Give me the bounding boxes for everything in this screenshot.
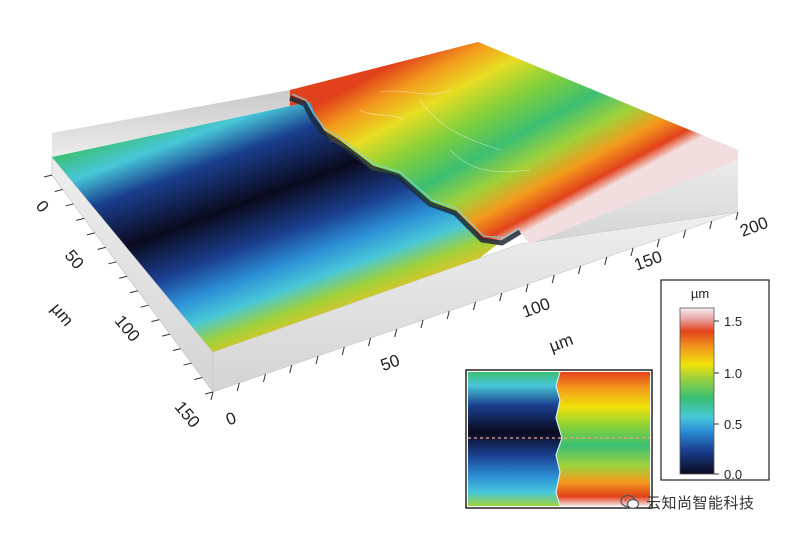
- x-axis-tick-mark: [315, 355, 319, 365]
- inset-topview: [465, 369, 653, 509]
- y-tick-label-50: 50: [61, 246, 88, 273]
- y-axis-tick-mark: [65, 203, 74, 207]
- back-wall-left: [52, 90, 290, 157]
- x-axis-tick-mark: [210, 391, 214, 401]
- surface-raised: [290, 42, 738, 244]
- y-tick-label-0: 0: [32, 197, 53, 216]
- surface-cracks: [359, 89, 531, 173]
- y-axis-tick-mark: [140, 304, 149, 308]
- wechat-icon: [620, 494, 640, 509]
- y-axis-tick-mark: [172, 348, 181, 352]
- y-axis-ticks: [43, 174, 214, 395]
- colorbar-tick-0-5: 0.5: [724, 417, 742, 432]
- watermark: 云知尚智能科技: [620, 489, 755, 515]
- y-axis-tick-mark: [119, 275, 128, 279]
- y-axis-tick-mark: [151, 319, 160, 323]
- x-axis-tick-mark: [499, 292, 503, 302]
- y-axis-tick-mark: [161, 333, 171, 337]
- x-axis-unit: µm: [547, 330, 576, 356]
- y-axis-tick-mark: [194, 377, 203, 381]
- x-axis-tick-mark: [709, 220, 713, 230]
- y-axis-tick-mark: [108, 261, 117, 265]
- x-axis-tick-mark: [551, 274, 555, 284]
- colorbar: µm 1.5 1.0 0.5 0.0: [660, 279, 770, 482]
- x-tick-label-0: 0: [223, 408, 238, 429]
- y-tick-label-100: 100: [111, 311, 144, 345]
- y-axis-tick-mark: [97, 246, 106, 250]
- colorbar-tick-1-0: 1.0: [724, 366, 742, 381]
- watermark-text: 云知尚智能科技: [646, 493, 755, 512]
- x-axis-tick-mark: [735, 211, 739, 221]
- x-axis-tick-mark: [236, 382, 240, 392]
- x-tick-label-100: 100: [520, 294, 553, 322]
- colorbar-tick-0-0: 0.0: [724, 467, 742, 482]
- x-tick-label-50: 50: [378, 351, 402, 375]
- y-axis-tick-mark: [76, 217, 85, 221]
- x-axis-tick-mark: [341, 346, 345, 356]
- x-axis-tick-mark: [604, 256, 608, 266]
- x-axis-tick-mark: [368, 337, 371, 347]
- surface-lower: [52, 102, 500, 352]
- y-axis-tick-mark: [43, 174, 53, 178]
- colorbar-unit: µm: [691, 286, 709, 301]
- y-axis-unit: µm: [47, 299, 77, 330]
- x-tick-label-150: 150: [632, 247, 665, 275]
- x-axis-tick-mark: [394, 328, 398, 338]
- x-axis-tick-mark: [656, 238, 660, 248]
- y-axis-tick-mark: [204, 391, 214, 395]
- x-axis-tick-mark: [289, 364, 293, 374]
- y-tick-label-150: 150: [171, 397, 204, 431]
- y-axis-tick-mark: [183, 362, 192, 366]
- step-edge: [289, 95, 522, 246]
- y-axis-tick-mark: [86, 232, 96, 236]
- x-axis-tick-mark: [683, 229, 686, 239]
- y-axis-tick-mark: [129, 290, 138, 294]
- x-axis-tick-mark: [473, 301, 476, 311]
- colorbar-tick-1-5: 1.5: [724, 314, 742, 329]
- x-axis-tick-mark: [630, 247, 634, 257]
- x-tick-label-200: 200: [738, 213, 771, 241]
- x-axis-ticks: [210, 211, 739, 401]
- y-axis-tick-mark: [54, 188, 63, 192]
- x-axis-tick-mark: [420, 319, 424, 329]
- x-axis-tick-mark: [446, 310, 450, 320]
- x-axis-tick-mark: [525, 283, 529, 293]
- x-axis-tick-mark: [578, 265, 581, 275]
- x-axis-tick-mark: [263, 373, 266, 383]
